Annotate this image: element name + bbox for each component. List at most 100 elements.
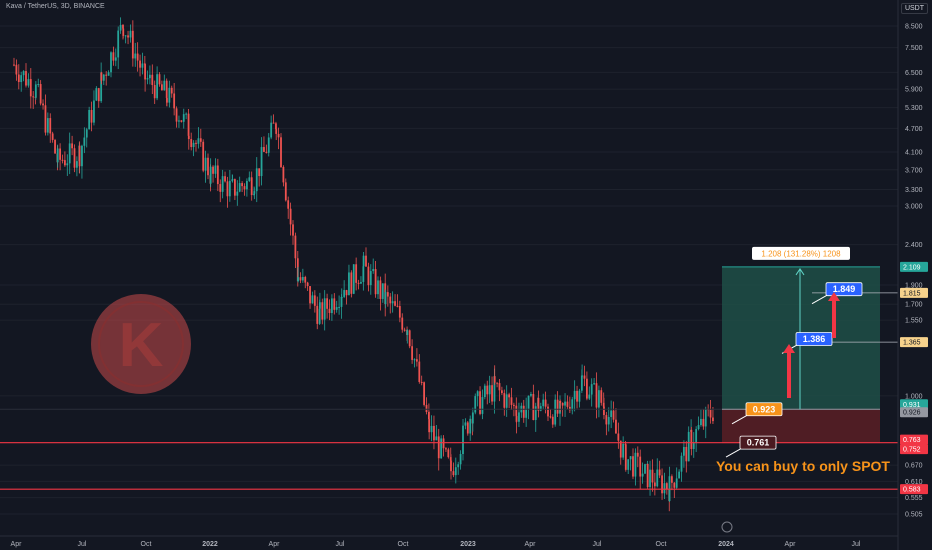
candle xyxy=(615,419,617,434)
candle xyxy=(617,433,620,441)
y-tick-label: 1.000 xyxy=(905,393,923,400)
candle xyxy=(195,142,197,144)
candle xyxy=(340,296,343,298)
candle xyxy=(234,179,236,196)
candle xyxy=(136,53,139,61)
candle xyxy=(416,359,418,362)
candle xyxy=(466,422,469,434)
candle xyxy=(95,88,98,101)
x-tick-label: Jul xyxy=(852,541,861,548)
candle xyxy=(622,443,625,458)
candle xyxy=(678,471,680,479)
candle xyxy=(15,64,18,75)
candle xyxy=(287,200,290,209)
candle xyxy=(624,444,627,470)
candle xyxy=(515,415,518,422)
candle xyxy=(37,84,40,86)
candle xyxy=(221,176,224,192)
candle xyxy=(547,406,549,417)
candle xyxy=(219,184,222,192)
x-tick-label: Apr xyxy=(785,541,797,548)
candle xyxy=(394,301,396,306)
candle xyxy=(187,135,190,140)
candle xyxy=(372,269,375,272)
candle xyxy=(702,418,705,427)
candle xyxy=(85,129,88,138)
candle xyxy=(178,120,180,122)
candle xyxy=(355,264,358,283)
candle xyxy=(265,151,268,153)
candle xyxy=(163,80,166,91)
candle xyxy=(561,402,564,406)
candle xyxy=(671,476,673,483)
candle xyxy=(435,436,438,441)
candle xyxy=(418,361,421,382)
candle xyxy=(549,416,552,418)
candle xyxy=(68,143,71,164)
candle xyxy=(114,57,117,61)
candle xyxy=(595,383,598,408)
candle xyxy=(386,292,389,297)
candle xyxy=(413,359,416,361)
entry-price-tag: 0.926 xyxy=(903,410,921,417)
candle xyxy=(629,456,632,460)
candle xyxy=(556,399,559,414)
candle xyxy=(598,390,600,408)
candle xyxy=(76,161,78,168)
candle xyxy=(496,382,498,384)
candle xyxy=(450,460,452,472)
candle xyxy=(704,409,707,427)
candle xyxy=(527,395,530,409)
candle xyxy=(204,157,207,171)
candle xyxy=(56,148,59,163)
candle xyxy=(471,412,474,424)
candle xyxy=(34,84,37,98)
current-price-tag: 0.931 xyxy=(903,402,921,409)
y-tick-label: 5.900 xyxy=(905,87,923,94)
y-tick-label: 3.000 xyxy=(905,204,923,211)
candle xyxy=(486,385,489,395)
candle xyxy=(661,475,663,494)
candle xyxy=(573,390,576,400)
candle xyxy=(81,145,83,167)
x-tick-label: 2024 xyxy=(718,541,734,548)
support-price-tag: 0.752 xyxy=(903,447,921,454)
candle xyxy=(357,282,360,284)
candle xyxy=(197,138,200,144)
target-price-tag-bg xyxy=(900,261,928,272)
x-tick-label: Oct xyxy=(656,541,667,548)
currency-button[interactable]: USDT xyxy=(900,3,928,14)
candle xyxy=(66,163,69,166)
candle xyxy=(687,431,690,462)
candle xyxy=(401,317,404,330)
candle xyxy=(586,378,588,399)
candle xyxy=(566,401,569,407)
candle xyxy=(605,415,608,425)
candle xyxy=(301,276,304,281)
support-price-tag-bg xyxy=(900,434,928,445)
candle xyxy=(214,165,217,174)
candle xyxy=(246,180,248,190)
candle xyxy=(207,157,209,176)
support-price-tag-bg xyxy=(900,484,928,495)
candle xyxy=(656,469,659,487)
candle xyxy=(83,137,86,146)
candle xyxy=(571,399,574,411)
candle xyxy=(313,295,316,306)
candle xyxy=(209,166,212,184)
candle xyxy=(658,469,661,476)
candle xyxy=(457,464,460,468)
candle xyxy=(411,346,413,360)
candle xyxy=(212,166,214,174)
support-price-tag: 0.763 xyxy=(903,437,921,444)
candle xyxy=(25,71,27,86)
candle xyxy=(238,183,241,192)
candle xyxy=(170,87,173,94)
candle xyxy=(479,391,481,414)
y-tick-label: 8.500 xyxy=(905,24,923,31)
candle xyxy=(518,412,520,422)
candle xyxy=(49,118,52,134)
candle xyxy=(389,296,392,304)
candle xyxy=(88,109,91,130)
